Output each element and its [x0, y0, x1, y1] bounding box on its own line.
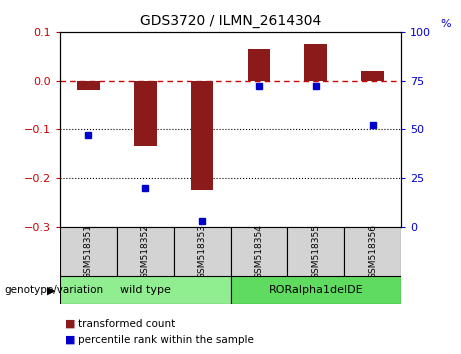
Text: RORalpha1delDE: RORalpha1delDE	[268, 285, 363, 295]
Bar	[287, 227, 344, 276]
Text: GSM518352: GSM518352	[141, 224, 150, 279]
Bar	[191, 81, 213, 190]
Text: ■: ■	[65, 335, 75, 345]
Bar	[304, 44, 327, 81]
Text: GSM518355: GSM518355	[311, 224, 320, 279]
Bar	[248, 49, 270, 81]
Bar	[77, 81, 100, 90]
Bar	[230, 276, 401, 304]
Title: GDS3720 / ILMN_2614304: GDS3720 / ILMN_2614304	[140, 14, 321, 28]
Bar	[361, 71, 384, 81]
Bar	[230, 227, 287, 276]
Text: transformed count: transformed count	[78, 319, 176, 329]
Bar	[344, 227, 401, 276]
Text: percentile rank within the sample: percentile rank within the sample	[78, 335, 254, 345]
Bar	[174, 227, 230, 276]
Bar	[60, 227, 117, 276]
Text: wild type: wild type	[120, 285, 171, 295]
Bar	[134, 81, 157, 146]
Text: genotype/variation: genotype/variation	[5, 285, 104, 295]
Text: GSM518353: GSM518353	[198, 224, 207, 279]
Text: ■: ■	[65, 319, 75, 329]
Bar	[60, 276, 230, 304]
Text: GSM518354: GSM518354	[254, 224, 263, 279]
Text: GSM518351: GSM518351	[84, 224, 93, 279]
Bar	[117, 227, 174, 276]
Text: ▶: ▶	[47, 285, 55, 295]
Text: GSM518356: GSM518356	[368, 224, 377, 279]
Text: %: %	[440, 19, 450, 29]
